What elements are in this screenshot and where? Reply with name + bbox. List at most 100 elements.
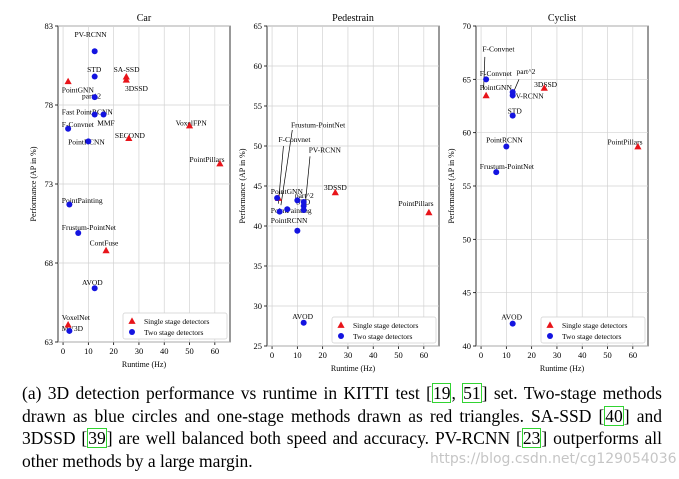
- two-stage-marker: [91, 111, 98, 118]
- x-tick-label: 40: [369, 350, 378, 360]
- citation-link[interactable]: 19: [431, 383, 452, 403]
- two-stage-marker: [276, 208, 283, 215]
- caption-text: ,: [451, 383, 463, 403]
- point-label: SA-SSD: [114, 65, 140, 74]
- point-label: Frustum-PointNet: [62, 223, 117, 232]
- point-label: PointRCNN: [486, 135, 523, 144]
- y-axis-label: Performance (AP in %): [29, 146, 38, 221]
- two-stage-marker: [300, 207, 307, 213]
- point-label: 3DSSD: [534, 80, 558, 89]
- legend-box: [540, 316, 646, 344]
- y-axis-label: Performance (AP in %): [238, 148, 247, 223]
- leader-line: [483, 56, 486, 91]
- two-stage-marker: [91, 94, 98, 101]
- point-label: part^2: [295, 191, 314, 200]
- y-tick-label: 25: [254, 341, 263, 351]
- x-tick-label: 30: [553, 350, 562, 360]
- x-tick-label: 40: [578, 350, 587, 360]
- leader-line: [280, 129, 293, 206]
- point-label: F-Convnet: [278, 135, 311, 144]
- x-tick-label: 20: [109, 346, 118, 356]
- chart-panel-cyclist: Cyclist 0 10 20 30 40 50 60 40 45 50 55 60 65 70 Runtim…: [447, 13, 649, 373]
- point-label: AVOD: [501, 312, 522, 321]
- two-stage-marker: [300, 319, 307, 326]
- watermark-text: https://blog.csdn.net/cg129054036: [430, 451, 677, 467]
- legend-two-marker: [129, 329, 135, 335]
- caption-text: ] set. Two-stage methods drawn as blue c…: [22, 383, 662, 426]
- x-tick-label: 50: [185, 346, 194, 356]
- legend-label: Single stage detectors: [353, 321, 418, 330]
- point-label: PointPainting: [271, 206, 312, 215]
- single-stage-marker: [425, 208, 433, 216]
- y-tick-label: 55: [254, 101, 263, 111]
- caption-text: ] are well balanced both speed and accur…: [106, 428, 522, 448]
- x-tick-label: 60: [420, 350, 429, 360]
- two-stage-marker: [91, 73, 98, 80]
- y-tick-label: 68: [45, 258, 54, 268]
- y-tick-label: 60: [254, 61, 263, 71]
- legend: Single stage detectors Two stage detector…: [540, 316, 646, 344]
- citation-link[interactable]: 40: [604, 405, 624, 426]
- point-label: MMF: [97, 119, 115, 128]
- point-label: VoxelNet: [62, 313, 91, 322]
- two-stage-marker: [294, 227, 301, 234]
- caption-suffix: ] outperforms all other methods by a lar…: [22, 428, 663, 471]
- two-stage-marker: [284, 206, 291, 213]
- chart-title: Car: [137, 13, 152, 24]
- point-label: PointPainting: [62, 196, 103, 205]
- point-label: F-Convnet: [482, 45, 515, 54]
- point-label: AVOD: [82, 278, 103, 287]
- citation-link[interactable]: 23: [521, 428, 542, 448]
- legend-label: Single stage detectors: [562, 321, 627, 330]
- point-label: SECOND: [115, 131, 146, 140]
- y-tick-label: 55: [463, 181, 472, 191]
- x-tick-label: 50: [603, 350, 612, 360]
- caption-text: ] and 3DSSD [: [22, 405, 662, 449]
- point-label: PointPillars: [399, 199, 434, 208]
- legend: Single stage detectors Two stage detector…: [122, 312, 228, 340]
- two-stage-marker: [509, 92, 516, 99]
- x-tick-label: 30: [344, 350, 353, 360]
- y-tick-label: 45: [463, 288, 472, 298]
- point-label: PointPillars: [608, 137, 643, 146]
- x-tick-label: 50: [394, 350, 403, 360]
- y-tick-label: 65: [463, 74, 472, 84]
- point-label: STD: [508, 106, 523, 115]
- two-stage-marker: [503, 143, 510, 150]
- single-stage-marker: [64, 321, 72, 328]
- two-stage-marker: [66, 201, 73, 208]
- point-label: PV-RCNN: [309, 145, 342, 154]
- x-axis-label: Runtime (Hz): [122, 360, 167, 369]
- legend-single-marker: [128, 317, 136, 324]
- y-axis-label: Performance (AP in %): [447, 148, 456, 223]
- two-stage-marker: [91, 48, 98, 55]
- legend-label: Two stage detectors: [353, 332, 413, 341]
- two-stage-marker: [75, 229, 82, 236]
- y-tick-label: 70: [463, 21, 472, 31]
- point-label: MV3D: [62, 324, 84, 333]
- x-tick-label: 0: [61, 346, 65, 356]
- y-tick-label: 63: [45, 337, 54, 347]
- citation-link[interactable]: 51: [462, 383, 482, 403]
- point-label: PointGNN: [271, 187, 304, 196]
- citation-link[interactable]: 39: [87, 428, 107, 448]
- leader-line: [278, 145, 284, 204]
- two-stage-marker: [65, 125, 72, 132]
- point-label: PV-RCNN: [74, 30, 107, 39]
- x-tick-label: 60: [629, 350, 638, 360]
- x-tick-label: 10: [293, 350, 302, 360]
- x-tick-label: 30: [135, 346, 144, 356]
- x-tick-label: 10: [502, 350, 511, 360]
- legend-two-marker: [338, 333, 344, 339]
- leader-line: [513, 79, 520, 92]
- single-stage-marker: [216, 159, 224, 167]
- chart-title: Cyclist: [548, 13, 577, 24]
- two-stage-marker: [509, 112, 516, 119]
- y-tick-label: 83: [45, 21, 54, 31]
- y-tick-label: 78: [45, 100, 54, 110]
- y-tick-label: 30: [254, 301, 263, 311]
- point-label: PointRCNN: [271, 216, 308, 225]
- legend-two-marker: [547, 333, 553, 339]
- legend-single-marker: [337, 321, 345, 328]
- y-tick-label: 35: [254, 261, 263, 271]
